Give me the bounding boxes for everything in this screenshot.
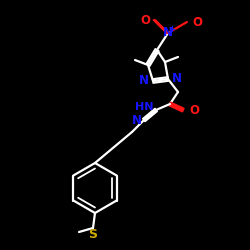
Text: O: O [189, 104, 199, 117]
Text: N: N [139, 74, 149, 88]
Text: N: N [163, 26, 173, 40]
Text: O: O [192, 16, 202, 28]
Text: +: + [168, 26, 175, 35]
Text: N: N [172, 72, 182, 86]
Text: O: O [140, 14, 150, 26]
Text: N: N [132, 114, 142, 126]
Text: S: S [88, 228, 98, 240]
Text: HN: HN [136, 102, 154, 112]
Text: −: − [194, 14, 202, 24]
